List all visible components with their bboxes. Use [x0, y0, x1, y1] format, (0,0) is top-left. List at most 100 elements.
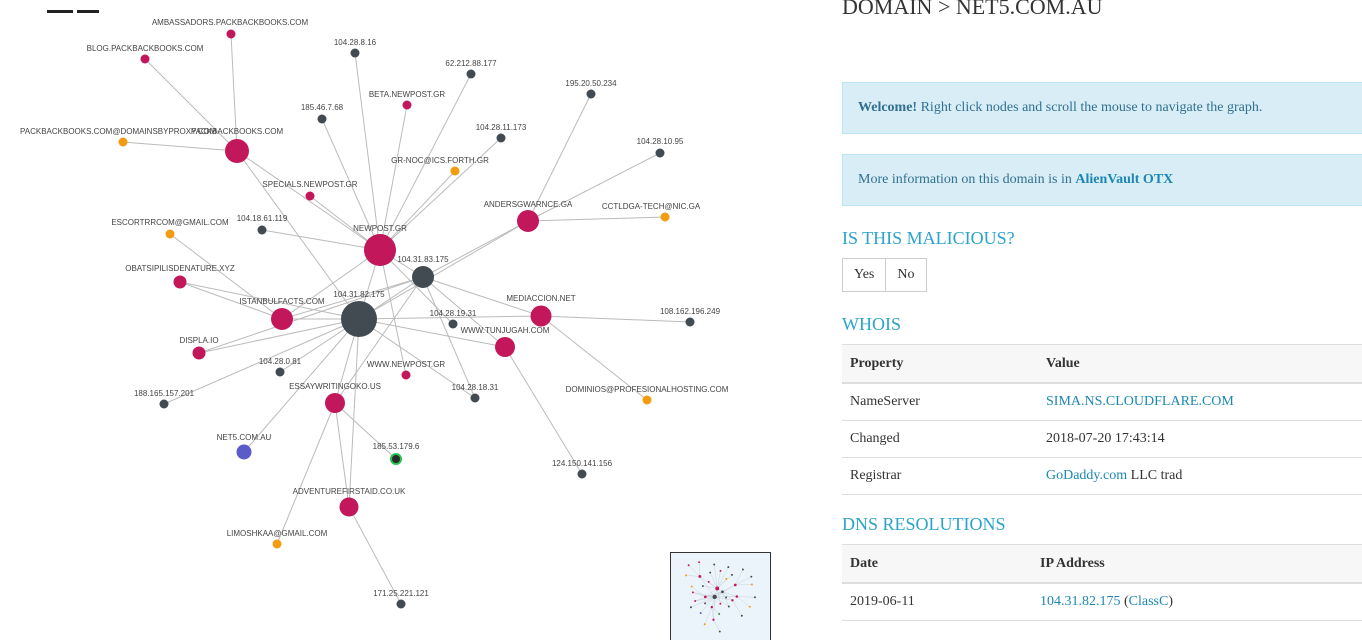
- registrar-link[interactable]: GoDaddy.com: [1046, 468, 1128, 483]
- table-row: NameServer SIMA.NS.CLOUDFLARE.COM: [842, 383, 1362, 421]
- node-circle[interactable]: [159, 399, 169, 409]
- node-circle[interactable]: [390, 453, 402, 465]
- node-circle[interactable]: [450, 166, 460, 176]
- graph-node-ip108[interactable]: 108.162.196.249: [660, 307, 721, 327]
- node-circle[interactable]: [402, 100, 412, 110]
- node-circle[interactable]: [466, 69, 476, 79]
- graph-node-ambassadors[interactable]: AMBASSADORS.PACKBACKBOOKS.COM: [152, 18, 309, 39]
- node-circle[interactable]: [350, 48, 360, 58]
- yes-button[interactable]: Yes: [842, 258, 887, 292]
- graph-minimap[interactable]: [670, 552, 771, 640]
- node-label: NEWPOST.GR: [353, 224, 407, 233]
- graph-node-packback[interactable]: PACKBACKBOOKS.COM: [191, 127, 284, 163]
- graph-node-newpost[interactable]: NEWPOST.GR: [353, 224, 407, 266]
- graph-node-andersg[interactable]: ANDERSGWARNCE.GA: [484, 200, 573, 232]
- node-circle[interactable]: [192, 346, 206, 360]
- graph-node-mediaccion[interactable]: MEDIACCION.NET: [506, 294, 576, 327]
- graph-node-ip10_95[interactable]: 104.28.10.95: [637, 137, 684, 158]
- graph-node-ip171[interactable]: 171.25.221.121: [373, 589, 429, 609]
- graph-node-ip19_31[interactable]: 104.28.19.31: [430, 309, 477, 329]
- graph-node-wwwnewpost[interactable]: WWW.NEWPOST.GR: [367, 360, 445, 380]
- node-circle[interactable]: [275, 367, 285, 377]
- graph-node-ip18_61[interactable]: 104.18.61.119: [237, 214, 288, 235]
- node-circle[interactable]: [401, 370, 411, 380]
- node-circle[interactable]: [495, 337, 515, 357]
- graph-node-ip195[interactable]: 195.20.50.234: [565, 79, 617, 99]
- graph-node-ip185_46[interactable]: 185.46.7.68: [301, 103, 344, 124]
- graph-node-istanbul[interactable]: ISTANBULFACTS.COM: [239, 297, 325, 330]
- node-label: 185.46.7.68: [301, 103, 344, 112]
- whois-heading: WHOIS: [842, 314, 901, 334]
- graph-node-ip124[interactable]: 124.150.141.156: [552, 459, 613, 479]
- classc-link[interactable]: ClassC: [1128, 594, 1169, 609]
- graph-node-adventure[interactable]: ADVENTUREFIRSTAID.CO.UK: [293, 487, 406, 517]
- graph-node-ip18_31[interactable]: 104.28.18.31: [452, 383, 499, 403]
- graph-edge: [717, 570, 721, 589]
- graph-node-grnoc[interactable]: GR-NOC@ICS.FORTH.GR: [391, 156, 489, 176]
- node-circle[interactable]: [448, 319, 458, 329]
- graph-node-dominios[interactable]: DOMINIOS@PROFESIONALHOSTING.COM: [566, 385, 729, 405]
- graph-edge: [691, 586, 706, 597]
- node-circle[interactable]: [173, 275, 187, 289]
- node-circle[interactable]: [660, 212, 670, 222]
- graph-node-cctld[interactable]: CCTLDGA-TECH@NIC.GA: [602, 202, 701, 222]
- graph-node-net5[interactable]: NET5.COM.AU: [217, 433, 272, 460]
- node-circle[interactable]: [412, 266, 434, 288]
- node-circle[interactable]: [517, 210, 539, 232]
- graph-edge: [722, 591, 729, 607]
- minimap-node: [719, 569, 722, 572]
- node-circle[interactable]: [496, 133, 506, 143]
- node-circle[interactable]: [577, 469, 587, 479]
- minimap-node: [687, 564, 690, 567]
- graph-node-obats[interactable]: OBATSIPILISDENATURE.XYZ: [125, 264, 235, 289]
- node-circle[interactable]: [225, 139, 249, 163]
- graph-node-ip188[interactable]: 188.165.157.201: [134, 389, 195, 409]
- nameserver-link[interactable]: SIMA.NS.CLOUDFLARE.COM: [1046, 394, 1234, 409]
- ip-link[interactable]: 104.31.82.175: [1040, 594, 1121, 609]
- node-label: 104.28.11.173: [476, 123, 527, 132]
- node-circle[interactable]: [226, 29, 236, 39]
- graph-node-blog[interactable]: BLOG.PACKBACKBOOKS.COM: [87, 44, 204, 64]
- graph-node-limoshka[interactable]: LIMOSHKAA@GMAIL.COM: [227, 529, 328, 549]
- graph-node-ip31_82[interactable]: 104.31.82.175: [333, 290, 385, 337]
- node-circle[interactable]: [305, 191, 315, 201]
- node-circle[interactable]: [396, 599, 406, 609]
- graph-node-escort[interactable]: ESCORTRRCOM@GMAIL.COM: [111, 218, 229, 239]
- graph-node-ip62[interactable]: 62.212.88.177: [445, 59, 497, 79]
- minimap-node: [703, 623, 706, 626]
- node-circle[interactable]: [470, 393, 480, 403]
- graph-node-tunjugah[interactable]: WWW.TUNJUGAH.COM: [461, 326, 550, 357]
- graph-node-essay[interactable]: ESSAYWRITINGOKO.US: [289, 382, 381, 413]
- graph-node-ip185_53[interactable]: 185.53.179.6: [373, 442, 420, 465]
- node-circle[interactable]: [317, 114, 327, 124]
- no-button[interactable]: No: [886, 258, 927, 292]
- graph-node-beta[interactable]: BETA.NEWPOST.GR: [369, 90, 446, 110]
- node-circle[interactable]: [341, 301, 377, 337]
- node-circle[interactable]: [642, 395, 652, 405]
- node-circle[interactable]: [655, 148, 665, 158]
- graph-node-specials[interactable]: SPECIALS.NEWPOST.GR: [262, 180, 358, 201]
- graph-node-ip8_16[interactable]: 104.28.8.16: [334, 38, 377, 58]
- node-circle[interactable]: [364, 234, 396, 266]
- node-circle[interactable]: [530, 305, 552, 327]
- graph-node-ip11_173[interactable]: 104.28.11.173: [476, 123, 527, 143]
- graph-edge: [379, 73, 472, 251]
- graph-node-displa[interactable]: DISPLA.IO: [179, 336, 219, 360]
- graph-node-packemail[interactable]: PACKBACKBOOKS.COM@DOMAINSBYPROXY.COM: [20, 127, 217, 147]
- node-circle[interactable]: [118, 137, 128, 147]
- relationship-graph[interactable]: AMBASSADORS.PACKBACKBOOKS.COM BLOG.PACKBA…: [0, 0, 830, 640]
- node-circle[interactable]: [325, 393, 345, 413]
- graph-node-ip31_83[interactable]: 104.31.83.175: [397, 255, 449, 288]
- minimap-node: [725, 596, 728, 599]
- node-circle[interactable]: [165, 229, 175, 239]
- node-circle[interactable]: [271, 308, 293, 330]
- node-circle[interactable]: [339, 497, 359, 517]
- node-circle[interactable]: [236, 444, 252, 460]
- node-circle[interactable]: [140, 54, 150, 64]
- graph-node-ip0_81[interactable]: 104.28.0.81: [259, 357, 302, 377]
- alienvault-link[interactable]: AlienVault OTX: [1075, 172, 1174, 187]
- node-circle[interactable]: [272, 539, 282, 549]
- node-circle[interactable]: [685, 317, 695, 327]
- node-circle[interactable]: [586, 89, 596, 99]
- node-circle[interactable]: [257, 225, 267, 235]
